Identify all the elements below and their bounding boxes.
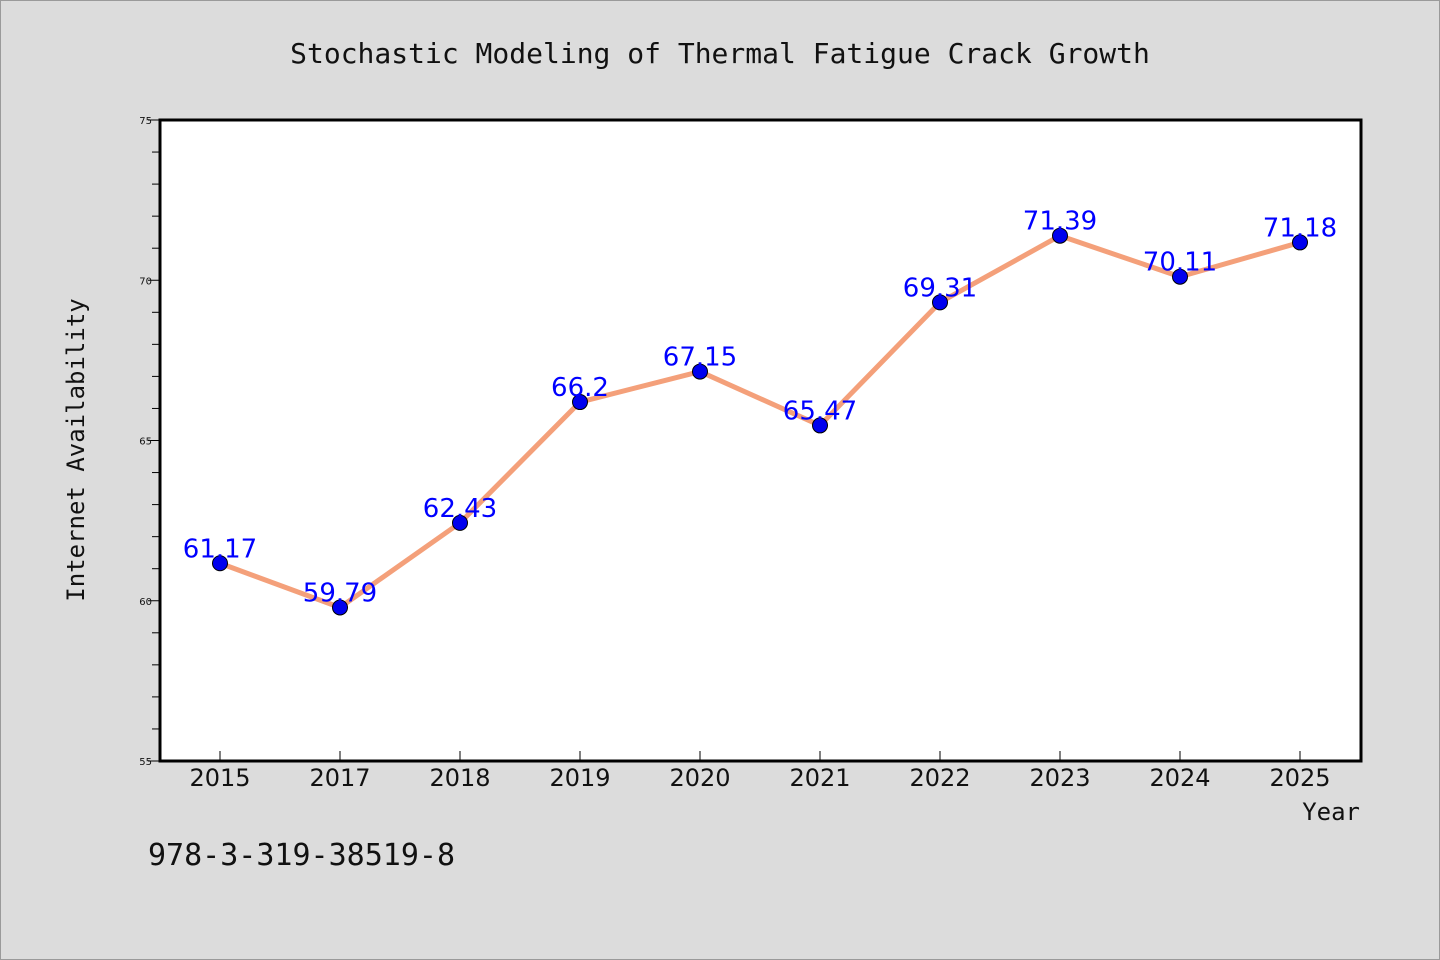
isbn-footnote: 978-3-319-38519-8 (148, 838, 455, 873)
data-label: 71.39 (1023, 207, 1097, 237)
data-label: 59.79 (303, 578, 377, 608)
x-tick-label: 2019 (549, 764, 610, 792)
x-tick-label: 2018 (429, 764, 490, 792)
x-tick-label: 2017 (309, 764, 370, 792)
x-axis-label: Year (1302, 798, 1360, 826)
data-label: 70.11 (1143, 248, 1217, 278)
y-tick-label: 60 (139, 597, 152, 608)
data-point (212, 555, 228, 572)
y-axis: 55 60 65 70 75 (139, 116, 160, 768)
plot-area (158, 118, 1363, 763)
x-tick-label: 2025 (1269, 764, 1330, 792)
x-tick-label: 2023 (1029, 764, 1090, 792)
y-tick-label: 65 (139, 437, 152, 448)
data-label: 69.31 (903, 273, 977, 303)
data-label: 67.15 (663, 343, 737, 373)
chart-title: Stochastic Modeling of Thermal Fatigue C… (290, 37, 1150, 70)
series-group: 61.17 59.79 62.43 66.2 67.15 65.47 69.31 71.39 7… (183, 207, 1337, 616)
x-tick-label: 2020 (669, 764, 730, 792)
data-point (332, 599, 348, 616)
x-tick-label: 2015 (189, 764, 250, 792)
x-tick-label: 2022 (909, 764, 970, 792)
y-tick-label: 75 (139, 116, 152, 127)
data-label: 66.2 (551, 373, 609, 403)
x-tick-label: 2024 (1149, 764, 1210, 792)
data-point (1292, 234, 1308, 251)
x-tick-label: 2021 (789, 764, 850, 792)
data-point (1052, 227, 1068, 244)
data-label: 65.47 (783, 396, 857, 426)
data-point (812, 417, 828, 434)
data-point (932, 294, 948, 311)
data-point (692, 363, 708, 380)
data-point (1172, 268, 1188, 285)
x-axis: 2015 2017 2018 2019 2020 2021 2022 2023 2024 2025 (189, 751, 1331, 792)
series-line (217, 233, 1303, 610)
y-tick-label: 70 (139, 276, 152, 287)
y-axis-label: Internet Availability (62, 298, 90, 601)
data-point (452, 514, 468, 531)
data-label: 71.18 (1263, 213, 1337, 243)
data-label: 62.43 (423, 494, 497, 524)
data-point (572, 394, 588, 411)
data-label: 61.17 (183, 534, 257, 564)
y-tick-label: 55 (139, 757, 152, 768)
